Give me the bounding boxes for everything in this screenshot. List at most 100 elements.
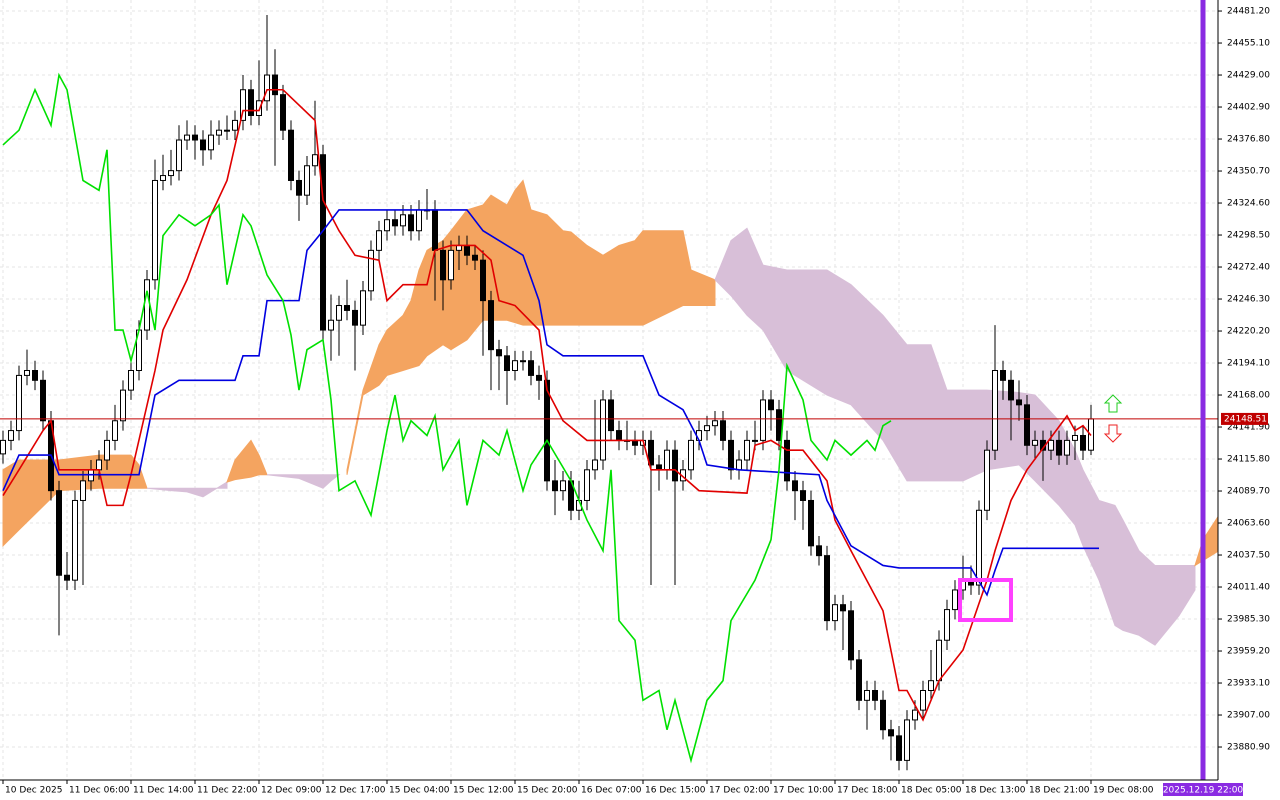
- y-tick-label: 24141.90: [1227, 423, 1270, 433]
- x-tick-label: 18 Dec 21:00: [1029, 786, 1090, 796]
- candle-body: [536, 374, 542, 381]
- candle-body: [408, 214, 414, 232]
- candle-body: [216, 129, 222, 136]
- candle-body: [896, 735, 902, 761]
- x-tick-label: 19 Dec 08:00: [1093, 786, 1154, 796]
- cloud: [346, 179, 716, 475]
- candle-body: [464, 244, 470, 256]
- candle-body: [264, 74, 270, 102]
- candle-body: [888, 729, 894, 737]
- candle-body: [520, 360, 526, 363]
- x-tick-label: 15 Dec 20:00: [517, 786, 578, 796]
- candle-body: [208, 134, 214, 151]
- indicator-line: [2, 209, 1099, 597]
- y-tick-label: 24063.60: [1227, 519, 1270, 529]
- candle-body: [328, 319, 334, 331]
- x-tick-label: 16 Dec 15:00: [645, 786, 706, 796]
- candle-body: [72, 499, 78, 581]
- candle-body: [1048, 439, 1054, 451]
- candle-body: [128, 370, 134, 391]
- candle-body: [768, 399, 774, 411]
- candle-body: [1000, 370, 1006, 381]
- y-tick-label: 24481.20: [1227, 7, 1270, 17]
- candle-body: [792, 480, 798, 492]
- candle-body: [776, 409, 782, 441]
- candle-body: [608, 399, 614, 432]
- candle-body: [120, 389, 126, 422]
- candle-body: [240, 89, 246, 121]
- y-tick-label: 24115.80: [1227, 455, 1270, 465]
- candle-body: [944, 609, 950, 641]
- y-tick-label: 24429.00: [1227, 71, 1270, 81]
- candle-body: [1008, 379, 1014, 401]
- candle-body: [296, 179, 302, 196]
- candle-body: [832, 604, 838, 622]
- axis-labels: 23880.90 23907.00 23933.10 23959.20 23985.30…: [2, 7, 1270, 796]
- indicator-line: [2, 72, 892, 764]
- overlay: [958, 394, 1123, 622]
- indicator-line: [2, 88, 1092, 722]
- y-tick-label: 24402.90: [1227, 103, 1270, 113]
- candle-body: [880, 699, 886, 731]
- candle-body: [592, 459, 598, 471]
- candle-body: [248, 89, 254, 116]
- candle-body: [784, 439, 790, 482]
- candle-body: [864, 689, 870, 701]
- candle-body: [1056, 439, 1062, 456]
- x-tick-label: 16 Dec 07:00: [581, 786, 642, 796]
- y-tick-label: 24220.20: [1227, 327, 1270, 337]
- x-tick-label: 12 Dec 17:00: [325, 786, 386, 796]
- buy-arrow: [1103, 394, 1123, 413]
- y-tick-label: 24376.80: [1227, 135, 1270, 145]
- x-tick-label: 18 Dec 05:00: [901, 786, 962, 796]
- candle-body: [432, 209, 438, 251]
- y-tick-label: 24037.50: [1227, 551, 1270, 561]
- candle-body: [856, 659, 862, 701]
- cloud: [266, 474, 341, 489]
- candle-body: [32, 370, 38, 381]
- candle-body: [112, 420, 118, 441]
- sell-arrow: [1103, 424, 1123, 443]
- candle-body: [912, 709, 918, 721]
- cloud: [714, 227, 1196, 646]
- y-tick-label: 23933.10: [1227, 679, 1270, 689]
- candle-body: [1024, 404, 1030, 446]
- candle-body: [600, 399, 606, 461]
- candle-body: [392, 219, 398, 227]
- candle-body: [384, 219, 390, 232]
- candle-body: [360, 290, 366, 326]
- candle-body: [512, 360, 518, 372]
- x-tick-label: 11 Dec 14:00: [133, 786, 194, 796]
- candle-body: [448, 249, 454, 281]
- candle-body: [728, 439, 734, 471]
- candle-body: [416, 209, 422, 232]
- candle-body: [808, 499, 814, 547]
- candle-body: [712, 420, 718, 427]
- candle-body: [976, 509, 982, 586]
- candle-body: [848, 610, 854, 661]
- x-tick-label: 12 Dec 09:00: [261, 786, 322, 796]
- candle-body: [200, 139, 206, 151]
- y-tick-label: 24246.30: [1227, 295, 1270, 305]
- candle-body: [344, 305, 350, 311]
- candle-body: [0, 439, 6, 455]
- candle-body: [800, 490, 806, 501]
- candle-body: [1072, 434, 1078, 441]
- selection-box: [958, 578, 1013, 622]
- candle-body: [952, 589, 958, 611]
- candle-body: [1016, 399, 1022, 406]
- x-tick-label: 11 Dec 22:00: [197, 786, 258, 796]
- price-label-box: [1221, 412, 1268, 425]
- candle-body: [824, 555, 830, 622]
- x-tick-label: 10 Dec 2025: [5, 786, 63, 796]
- candle-body: [40, 379, 46, 422]
- candle-body: [64, 574, 70, 581]
- candle-body: [256, 100, 262, 116]
- candle-body: [504, 355, 510, 372]
- candle-body: [352, 309, 358, 326]
- candle-body: [688, 439, 694, 471]
- y-tick-label: 23880.90: [1227, 743, 1270, 753]
- candle-body: [936, 639, 942, 682]
- x-tick-label: 17 Dec 10:00: [773, 786, 834, 796]
